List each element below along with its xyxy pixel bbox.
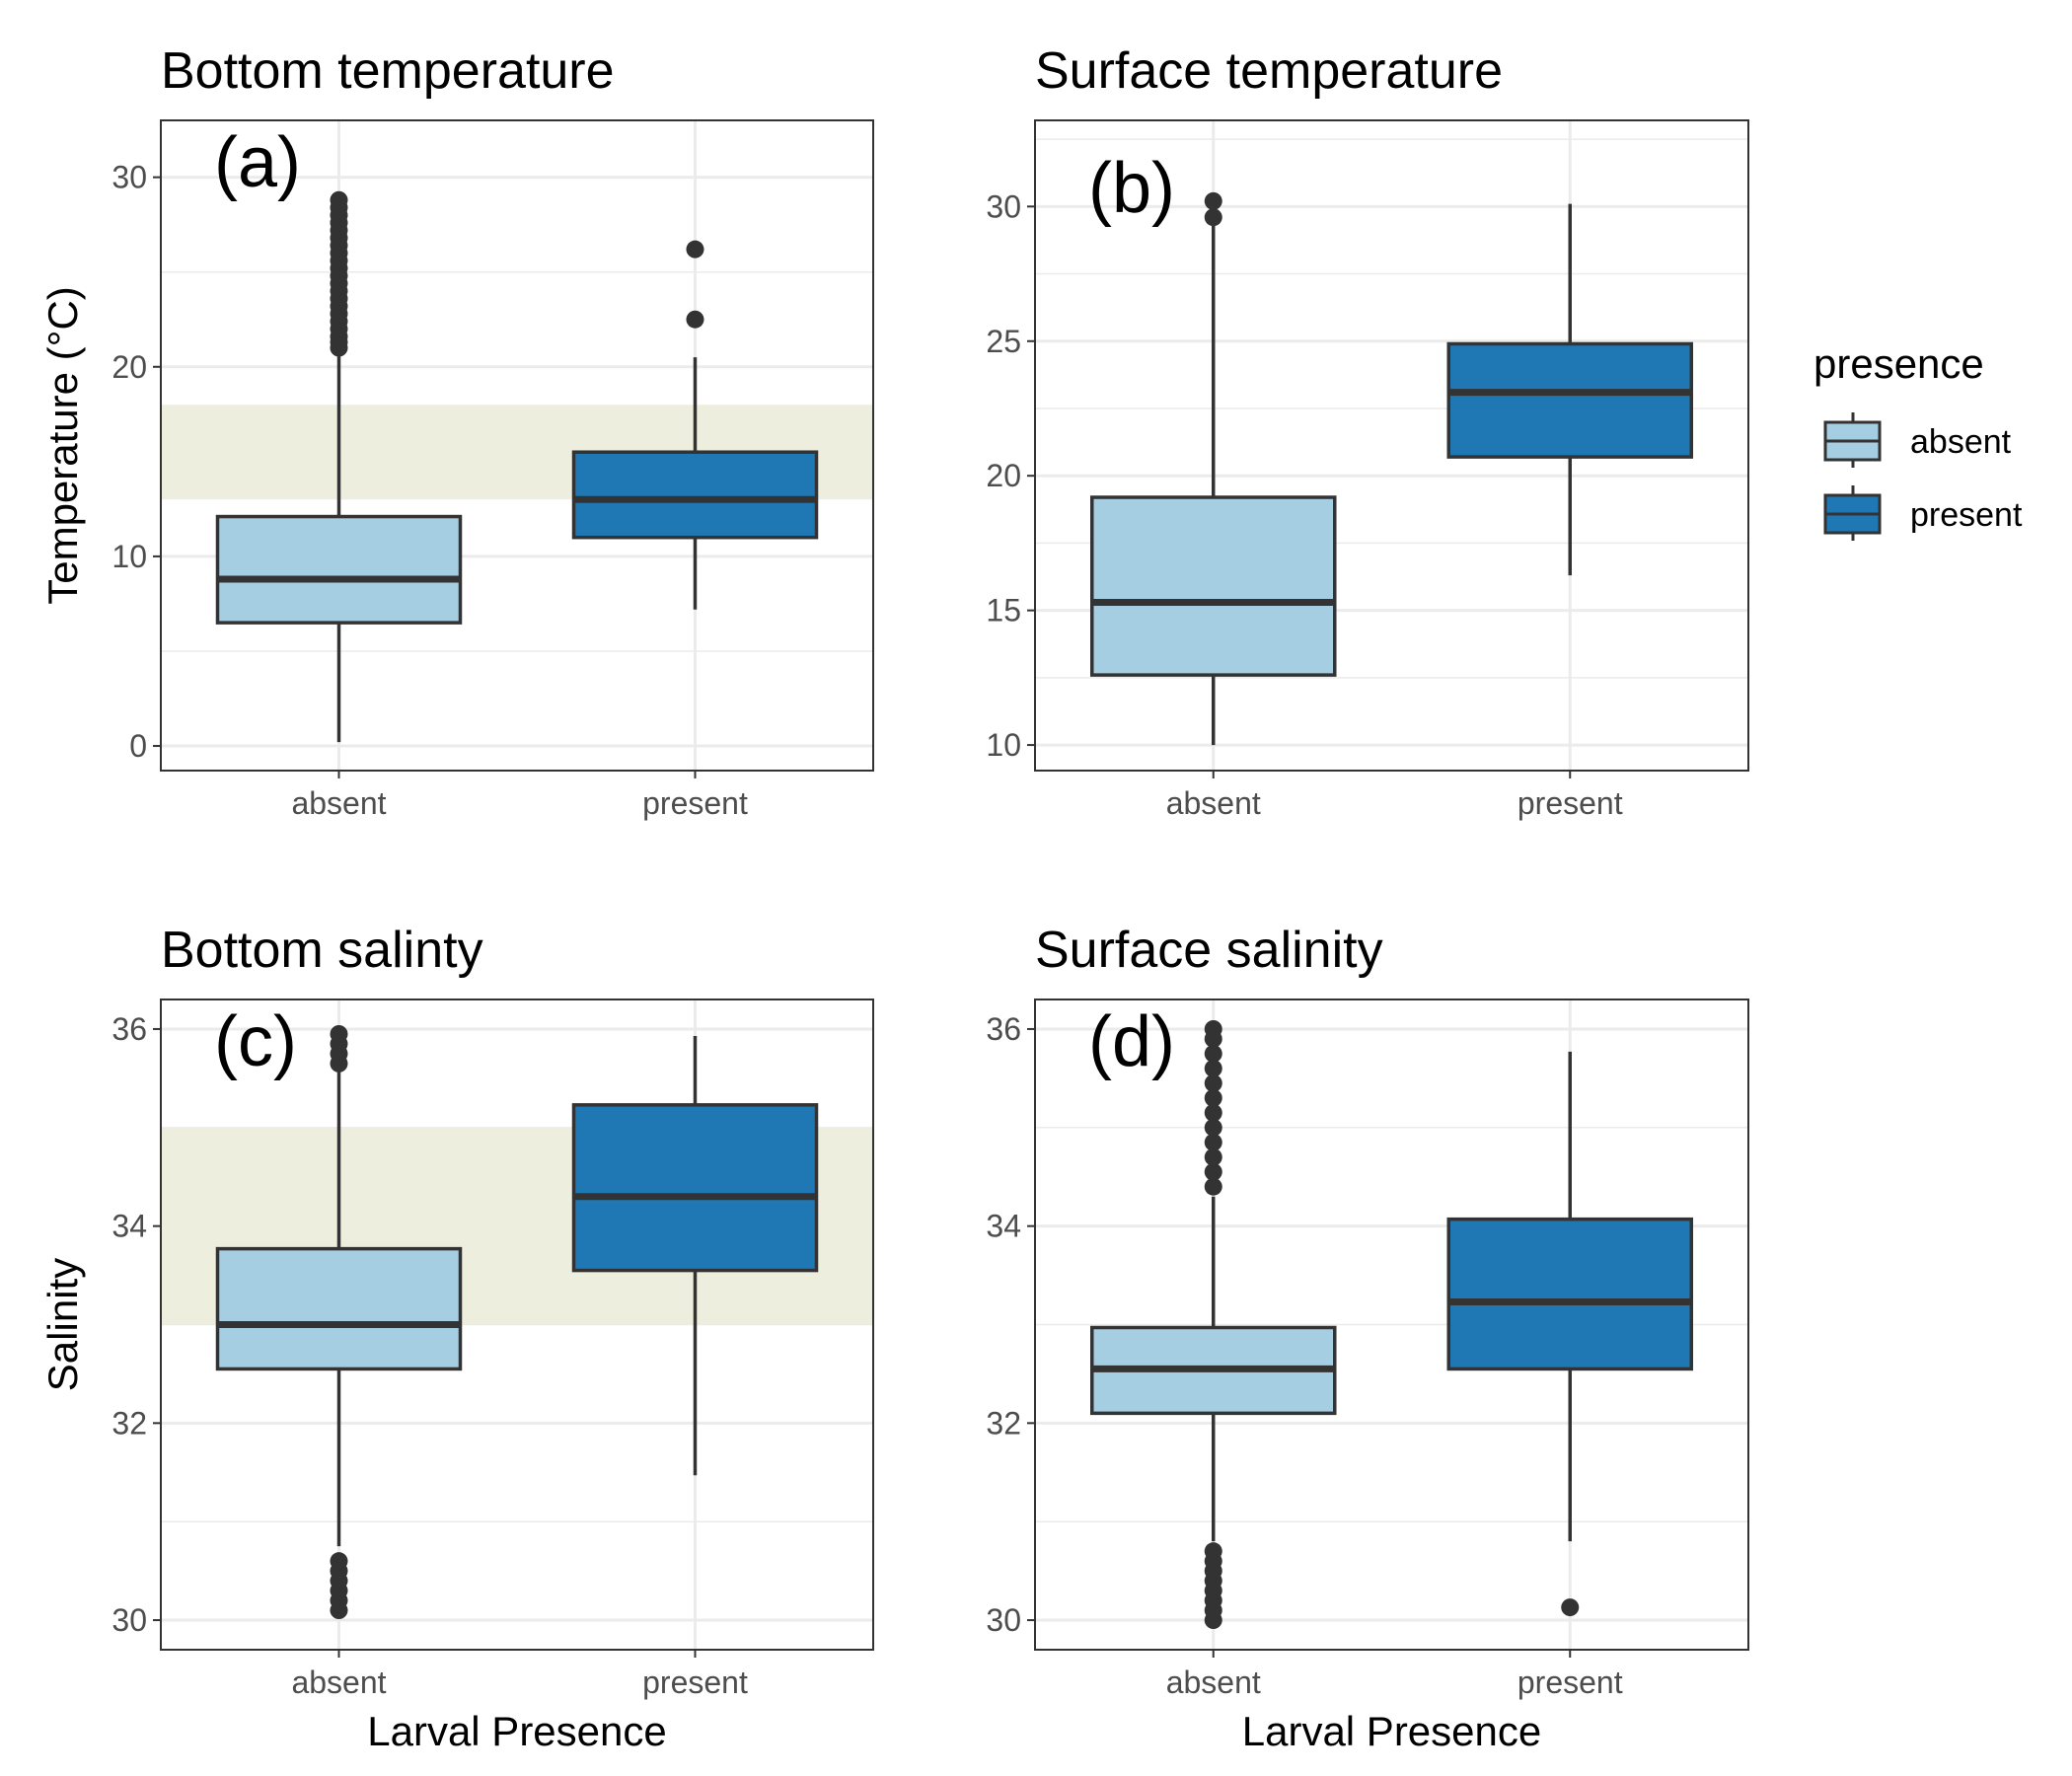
panel-3-present-outlier [1561, 1598, 1580, 1617]
panel-2-absent-outlier [330, 1024, 348, 1043]
panel-3-absent-outlier [1204, 1073, 1222, 1092]
panel-3-y-tick-label: 30 [986, 1602, 1021, 1638]
panel-2-y-tick-label: 32 [111, 1405, 147, 1441]
panel-2-present-box [571, 1103, 819, 1273]
panel-0-y-tick-label: 30 [111, 160, 147, 195]
legend-label-absent: absent [1910, 423, 2012, 461]
panel-1-y-tick-label: 20 [986, 458, 1021, 493]
panel-2-title: Bottom salinty [161, 922, 483, 979]
panel-0-y-axis-title: Temperature (°C) [39, 286, 86, 605]
panel-3-absent-outlier [1204, 1177, 1222, 1196]
panel-3-absent-outlier [1204, 1044, 1222, 1063]
panel-2-y-axis-title: Salinity [39, 1258, 86, 1391]
panel-3-tag: (d) [1088, 1002, 1175, 1081]
panel-1-y-tick-label: 30 [986, 188, 1021, 224]
panel-3-absent-outlier [1204, 1162, 1222, 1181]
panel-3-absent-outlier [1204, 1133, 1222, 1151]
panel-1-title: Surface temperature [1035, 42, 1503, 100]
panel-0-y-tick-label: 10 [111, 539, 147, 574]
panel-1-y-tick-label: 15 [986, 593, 1021, 629]
panel-1-absent-outlier [1204, 191, 1222, 210]
panel-3-absent-outlier [1204, 1542, 1222, 1561]
panel-b: 10 15 20 25 30 absent present Surface temperatu… [986, 42, 1749, 821]
legend-entry-absent: absent [1823, 412, 2012, 468]
panel-2-border [160, 999, 874, 1651]
panel-0-present-outlier [686, 240, 704, 259]
panel-3-absent-outlier [1204, 1059, 1222, 1077]
legend: presence absent present [1813, 340, 2023, 541]
panel-2-absent-outlier [330, 1552, 348, 1571]
panel-0-absent-box [215, 514, 463, 625]
panel-0-title: Bottom temperature [161, 42, 615, 100]
panel-1-absent-outlier [1204, 208, 1222, 227]
panel-1-border [1034, 119, 1749, 772]
panel-3-border [1034, 999, 1749, 1651]
panel-2-y-tick-label: 30 [111, 1602, 147, 1638]
panel-2-absent-box [215, 1246, 463, 1371]
panel-0-tag: (a) [214, 123, 301, 202]
legend-entry-present: present [1823, 485, 2023, 541]
panel-0-x-tick-label: present [642, 785, 748, 821]
panel-c: 30 32 34 36 absent present Bottom salinty (c) Sa… [39, 922, 874, 1754]
panel-3-y-tick-label: 36 [986, 1011, 1021, 1047]
panel-1-x-tick-label: absent [1166, 785, 1261, 821]
panel-2-x-tick-label: present [642, 1665, 748, 1700]
panel-3-absent-outlier [1204, 1147, 1222, 1166]
panel-3-y-tick-label: 34 [986, 1209, 1021, 1244]
panel-d: 30 32 34 36 absent present Surface salinity (d)… [986, 922, 1749, 1754]
panel-3-absent-outlier [1204, 1088, 1222, 1107]
panel-2-x-axis-title: Larval Presence [367, 1708, 667, 1754]
panel-3-absent-outlier [1204, 1118, 1222, 1137]
panel-2-y-tick-label: 36 [111, 1011, 147, 1047]
panels: 0 10 20 30 absent present Bottom temperature (a… [39, 42, 1749, 1754]
panel-0-border [160, 119, 874, 772]
panel-0-y-tick-label: 20 [111, 349, 147, 385]
panel-2-x-tick-label: absent [291, 1665, 386, 1700]
panel-0-present-box [571, 450, 819, 540]
panel-3-x-axis-title: Larval Presence [1242, 1708, 1542, 1754]
legend-title: presence [1813, 340, 1984, 387]
panel-0-x-tick-label: absent [291, 785, 386, 821]
panel-3-x-tick-label: present [1517, 1665, 1623, 1700]
panel-1-present-box [1446, 341, 1693, 459]
panel-3-title: Surface salinity [1035, 922, 1383, 979]
panel-3-absent-outlier [1204, 1103, 1222, 1122]
legend-label-present: present [1910, 496, 2023, 534]
panel-0-y-tick-label: 0 [129, 728, 147, 764]
panel-1-x-tick-label: present [1517, 785, 1623, 821]
panel-1-y-tick-label: 25 [986, 324, 1021, 359]
panel-a: 0 10 20 30 absent present Bottom temperature (a… [39, 42, 874, 821]
panel-0-absent-outlier [330, 190, 348, 209]
panel-1-tag: (b) [1088, 149, 1175, 228]
panel-2-tag: (c) [214, 1002, 297, 1081]
panel-3-absent-outlier [1204, 1019, 1222, 1038]
panel-3-y-tick-label: 32 [986, 1405, 1021, 1441]
panel-3-x-tick-label: absent [1166, 1665, 1261, 1700]
panel-3-present-box [1446, 1217, 1693, 1371]
panel-1-absent-box [1090, 495, 1337, 677]
panel-2-y-tick-label: 34 [111, 1209, 147, 1244]
panel-0-present-outlier [686, 310, 704, 329]
panel-1-y-tick-label: 10 [986, 727, 1021, 763]
